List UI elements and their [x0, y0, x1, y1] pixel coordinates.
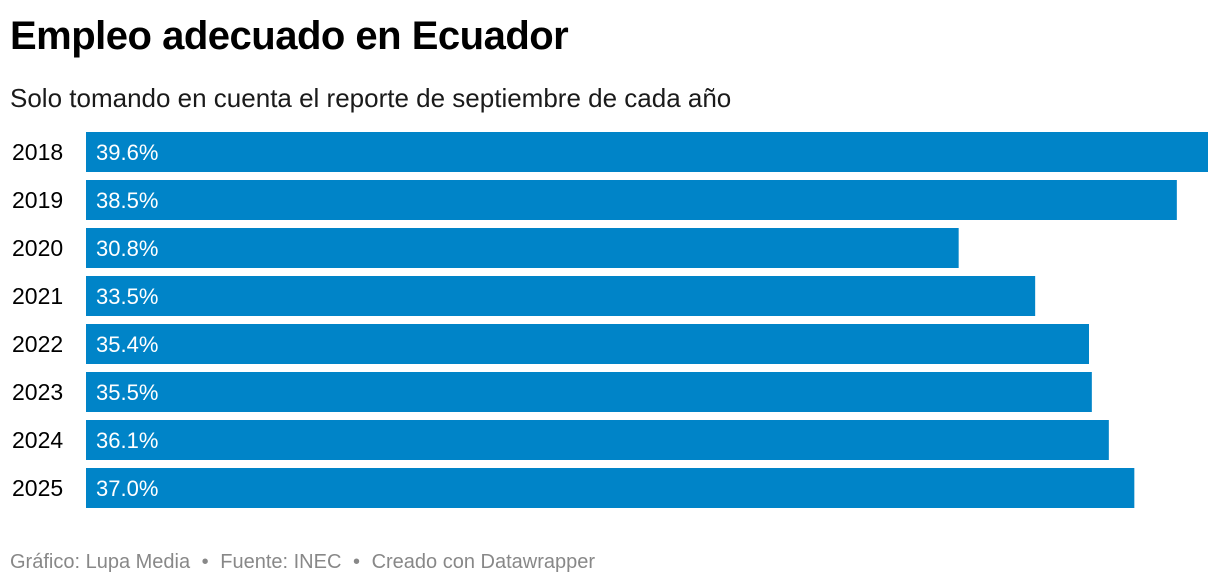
- category-label: 2021: [12, 283, 63, 309]
- footer-tool: Creado con Datawrapper: [371, 551, 596, 573]
- bar-value-label: 39.6%: [96, 140, 158, 165]
- category-label: 2023: [12, 379, 63, 405]
- bar: [86, 420, 1109, 460]
- category-label: 2020: [12, 235, 63, 261]
- bar-value-label: 35.5%: [96, 380, 158, 405]
- bar: [86, 132, 1208, 172]
- footer-separator: •: [352, 551, 360, 573]
- bar-value-label: 33.5%: [96, 284, 158, 309]
- bar-value-label: 37.0%: [96, 476, 158, 501]
- bar: [86, 228, 959, 268]
- category-label: 2024: [12, 427, 63, 453]
- bar: [86, 180, 1177, 220]
- bar-value-label: 38.5%: [96, 188, 158, 213]
- chart-subtitle: Solo tomando en cuenta el reporte de sep…: [10, 83, 732, 113]
- footer-source: Fuente: INEC: [220, 551, 342, 573]
- bar: [86, 324, 1089, 364]
- category-label: 2018: [12, 139, 63, 165]
- bar-value-label: 35.4%: [96, 332, 158, 357]
- bar: [86, 468, 1135, 508]
- bar-chart: 2018 39.6% 2019 38.5% 2020 30.8% 2021 33.5% 2022…: [12, 132, 1208, 508]
- bar: [86, 372, 1092, 412]
- footer-credit: Gráfico: Lupa Media: [10, 551, 191, 573]
- category-label: 2019: [12, 187, 63, 213]
- bar-value-label: 36.1%: [96, 428, 158, 453]
- category-label: 2025: [12, 475, 63, 501]
- chart-title: Empleo adecuado en Ecuador: [10, 14, 569, 58]
- chart-footer: Gráfico: Lupa Media • Fuente: INEC • Cre…: [10, 548, 595, 576]
- category-label: 2022: [12, 331, 63, 357]
- footer-separator: •: [201, 551, 209, 573]
- bar: [86, 276, 1036, 316]
- bar-value-label: 30.8%: [96, 236, 158, 261]
